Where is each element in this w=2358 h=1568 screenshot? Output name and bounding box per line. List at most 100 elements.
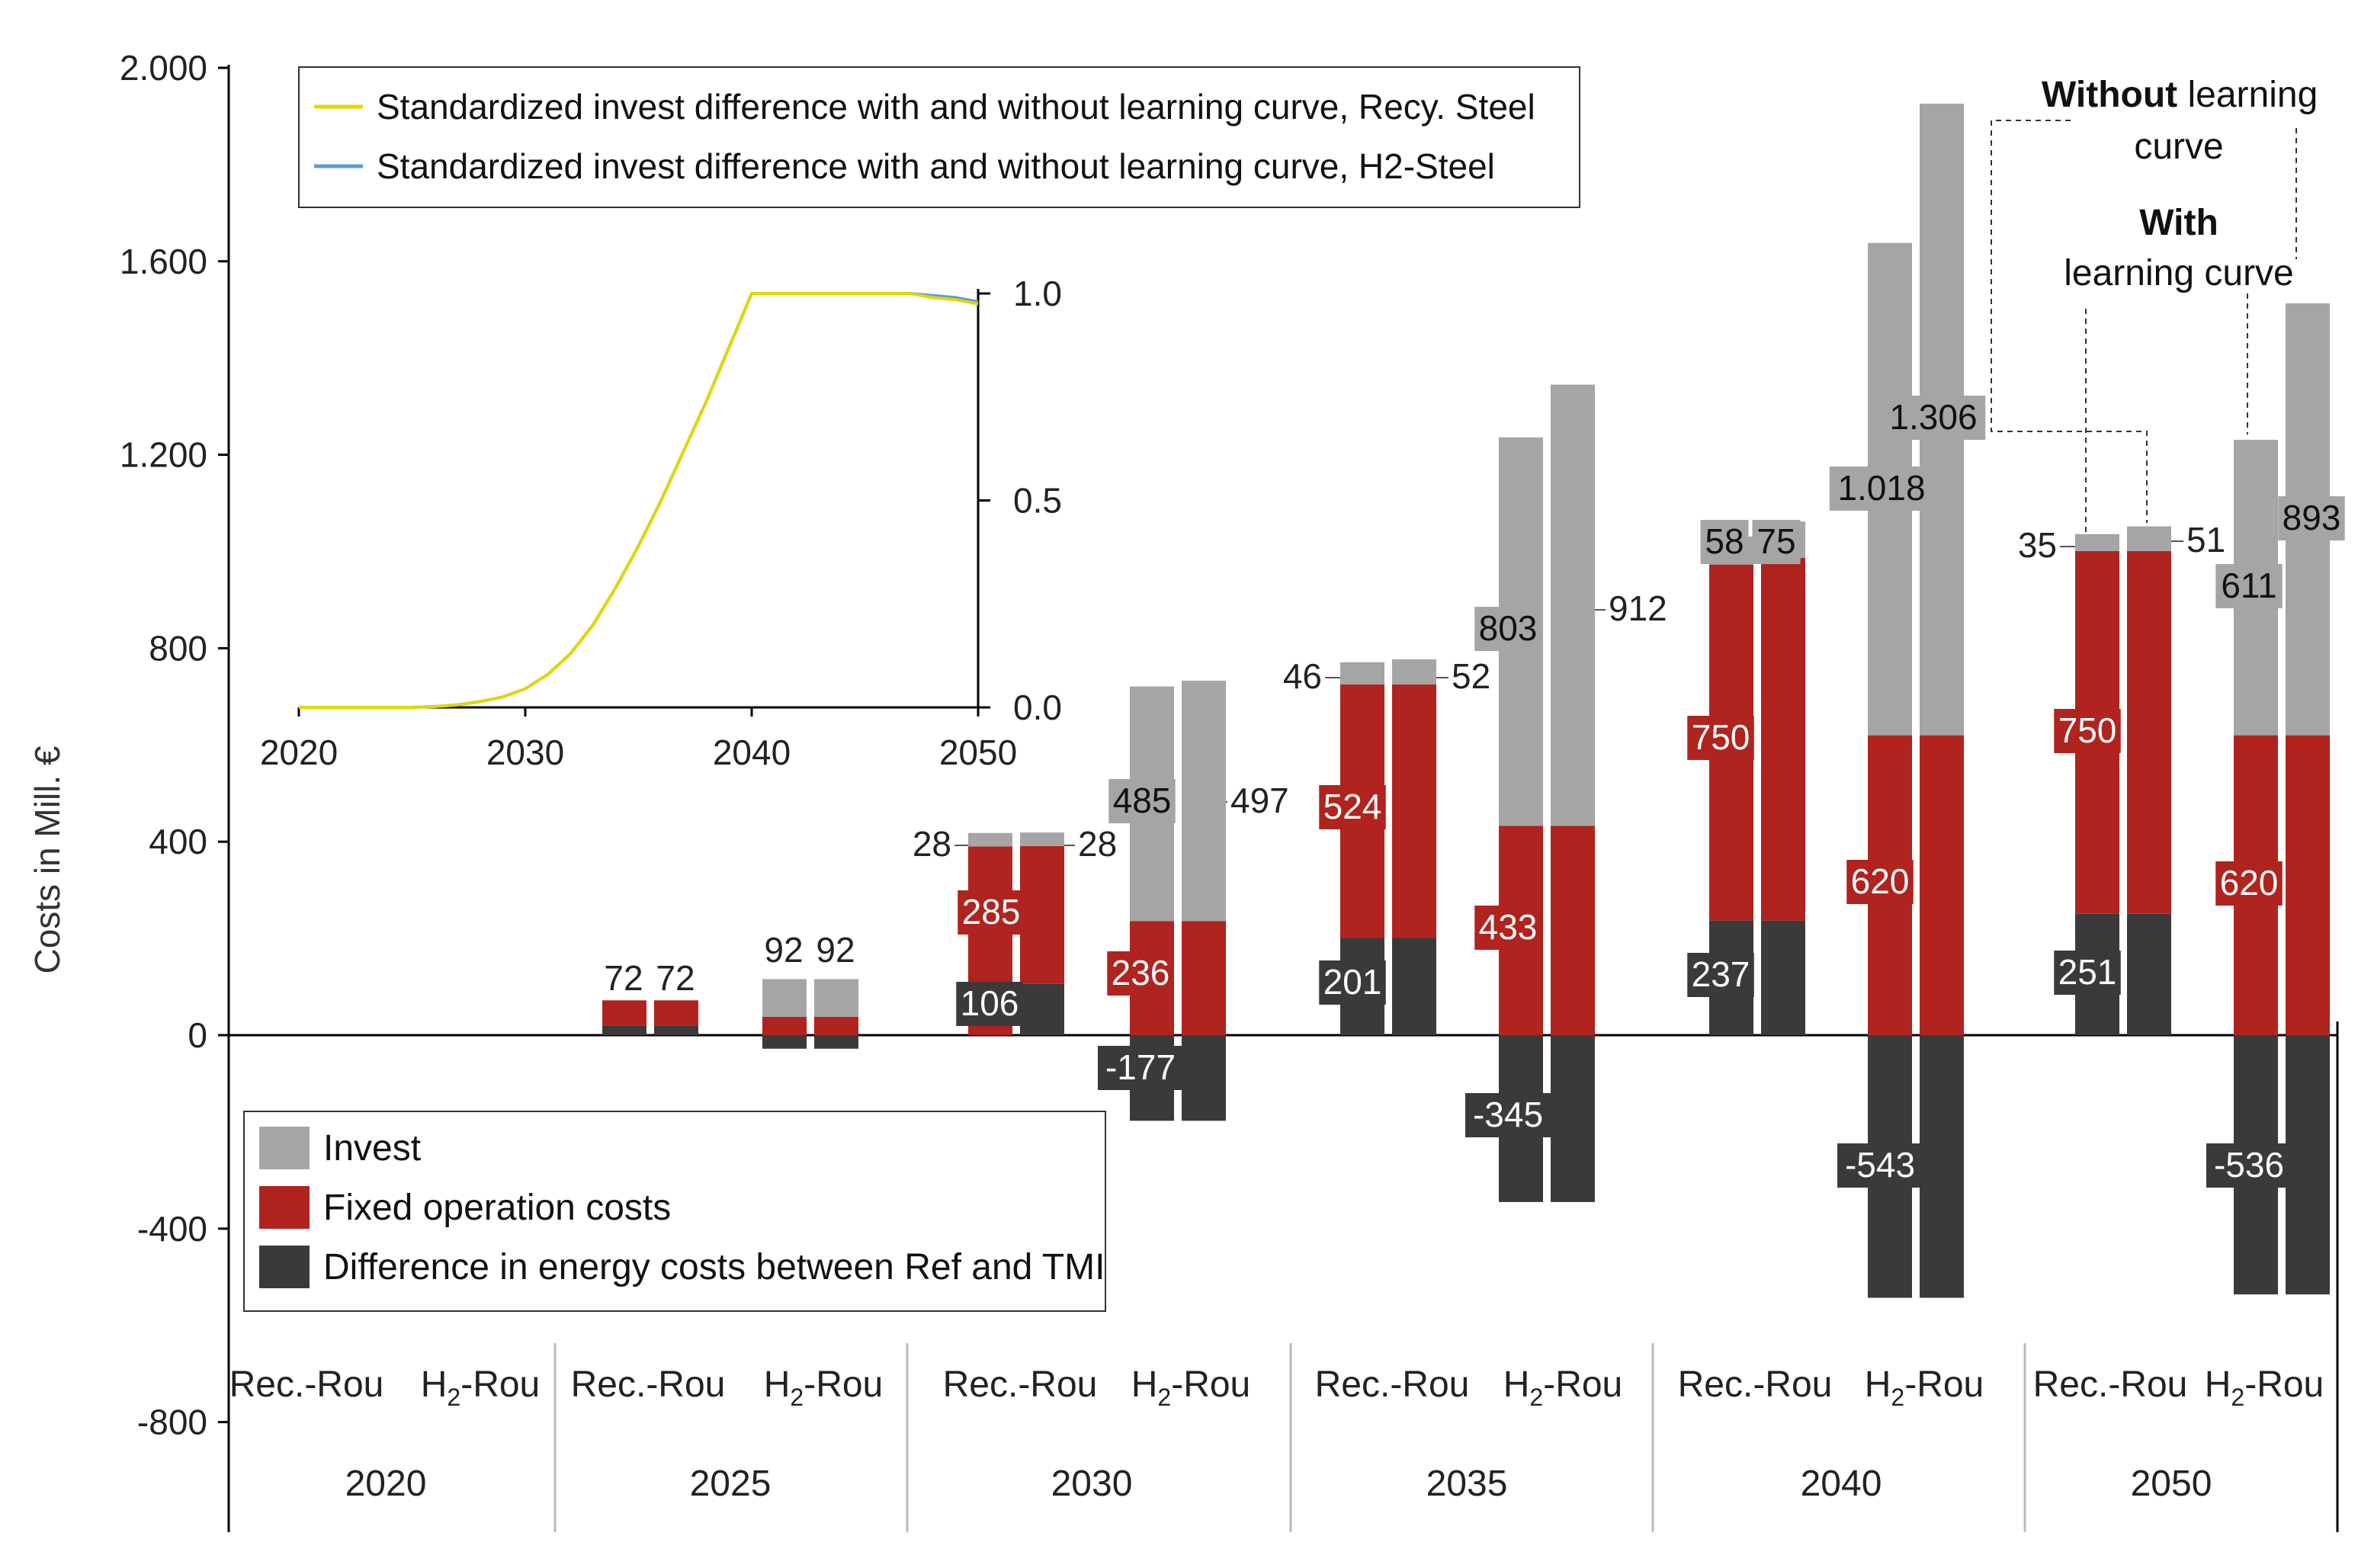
inset-line-legend: Standardized invest difference with and … [298,66,1580,208]
data-label: -345 [1473,1095,1543,1134]
data-label: 236 [1112,953,1170,992]
year-label: 2025 [690,1464,772,1504]
bar-fixed-segment [1392,684,1436,938]
data-label: 52 [1452,656,1490,696]
bar-energy-segment [602,1025,646,1035]
annotation-without-learning-curve: Without learning [2042,75,2318,115]
main-axes: -800 -400 0 400 800 1.200 1.600 2.000 Costs in M… [27,48,2339,1532]
data-label-box [1846,860,1914,904]
y-tick-label: -800 [137,1403,207,1442]
data-label: 750 [1692,717,1750,757]
data-label: 485 [1113,781,1172,820]
bar-invest-segment [968,832,1012,847]
bar-fixed-segment [1761,557,1805,921]
inset-x-tick-label: 2030 [486,733,564,772]
route-h2-rest: -Rou [1543,1364,1622,1405]
y-tick-label: 2.000 [120,48,207,88]
data-labels-layer: 72 72 92 92 28 28 285 106 485 497 236 -177 46 52 524 20… [604,396,2345,1188]
route-label-rec: Rec.-Rou [2033,1364,2188,1405]
data-label-box [1829,467,1934,511]
series-legend-box [243,1111,1106,1312]
bar-fixed-segment [1551,826,1595,1035]
data-label: 750 [2058,710,2117,750]
annotation-without-line2: curve [2134,127,2223,167]
annotation-with-line2: learning curve [2064,253,2294,293]
route-label-h2: H2-Rou [421,1364,541,1411]
data-label-box [2278,496,2345,540]
route-h2-rest: -Rou [460,1364,540,1405]
route-h2-subscript: 2 [2231,1384,2244,1411]
data-label-box [1837,1143,1923,1188]
route-label-h2: H2-Rou [1865,1364,1984,1411]
series-legend: Invest Fixed operation costs Difference in… [243,1111,1106,1312]
data-label: -543 [1845,1145,1915,1185]
legend-label-energy: Difference in energy costs between Ref a… [323,1247,1105,1287]
route-label-rec: Rec.-Rou [943,1364,1098,1405]
route-label-h2: H2-Rou [1503,1364,1623,1411]
bar-invest-segment [814,979,858,1017]
bar-invest-segment [2075,534,2119,551]
data-label: -536 [2214,1145,2284,1185]
annotation-without-bold: Without [2042,75,2177,115]
bar-fixed-segment [654,1000,698,1026]
data-label: 28 [1078,824,1117,864]
route-h2-subscript: 2 [1157,1384,1171,1411]
bar-fixed-segment [2127,550,2171,914]
learning-curve-annotations: Without learning curve With learning curve [1991,75,2318,534]
data-label-box [2054,709,2121,753]
bar-energy-segment [1182,1035,1226,1121]
data-label-box [1687,716,1754,760]
y-tick-label: 800 [149,628,207,668]
bar-fixed-segment [1020,845,1064,984]
data-label-box [1107,951,1174,996]
data-label: 497 [1230,781,1289,820]
bar-fixed-segment [2286,735,2330,1035]
data-label: 611 [2221,566,2276,605]
inset-y-tick-label: 1.0 [1013,274,1062,313]
y-tick-label: -400 [137,1209,207,1249]
data-label-box [1108,779,1176,823]
legend-label-invest: Invest [323,1128,421,1169]
data-label: 912 [1609,588,1667,628]
year-label: 2035 [1426,1464,1508,1504]
data-label: -177 [1105,1047,1176,1087]
data-label: 51 [2186,520,2225,560]
annotation-without-rest: learning [2177,75,2318,115]
data-label: 524 [1323,787,1382,826]
data-label: 893 [2283,498,2341,537]
data-label: 620 [1851,861,1910,901]
data-label: 72 [604,958,643,998]
without-dashed-leader [1991,120,2148,523]
inset-x-tick-label: 2050 [939,733,1017,772]
bar-energy-segment [1392,938,1436,1035]
data-label-box [1700,520,1749,564]
data-label-box [1474,607,1542,651]
bar-invest-segment [762,979,807,1017]
route-label-h2: H2-Rou [764,1364,884,1411]
bar-fixed-segment [1182,921,1226,1035]
annotation-with-bold: With [2139,203,2218,243]
inset-series-line [299,292,979,709]
route-label-rec: Rec.-Rou [1315,1364,1470,1405]
route-label-rec: Rec.-Rou [229,1364,384,1405]
route-h2-subscript: 2 [1529,1384,1543,1411]
route-h2-rest: -Rou [2244,1364,2324,1405]
route-h2-rest: -Rou [1904,1364,1984,1405]
data-label-box [2206,1143,2292,1188]
data-label: 1.306 [1889,397,1977,437]
data-label: 35 [2018,525,2057,565]
data-label: 433 [1479,907,1538,947]
route-h2-subscript: 2 [1891,1384,1904,1411]
bar-energy-segment [1551,1035,1595,1202]
bar-fixed-segment [762,1016,807,1035]
bar-energy-segment [1920,1035,1964,1298]
data-label-box [958,890,1025,935]
data-label: 75 [1756,521,1795,561]
line-legend-box [298,66,1580,208]
y-tick-label: 400 [149,822,207,861]
inset-series-line [299,292,979,709]
year-label: 2020 [345,1464,427,1504]
bar-energy-segment [654,1025,698,1035]
data-label-box [1474,906,1542,950]
data-label: 106 [961,983,1019,1023]
